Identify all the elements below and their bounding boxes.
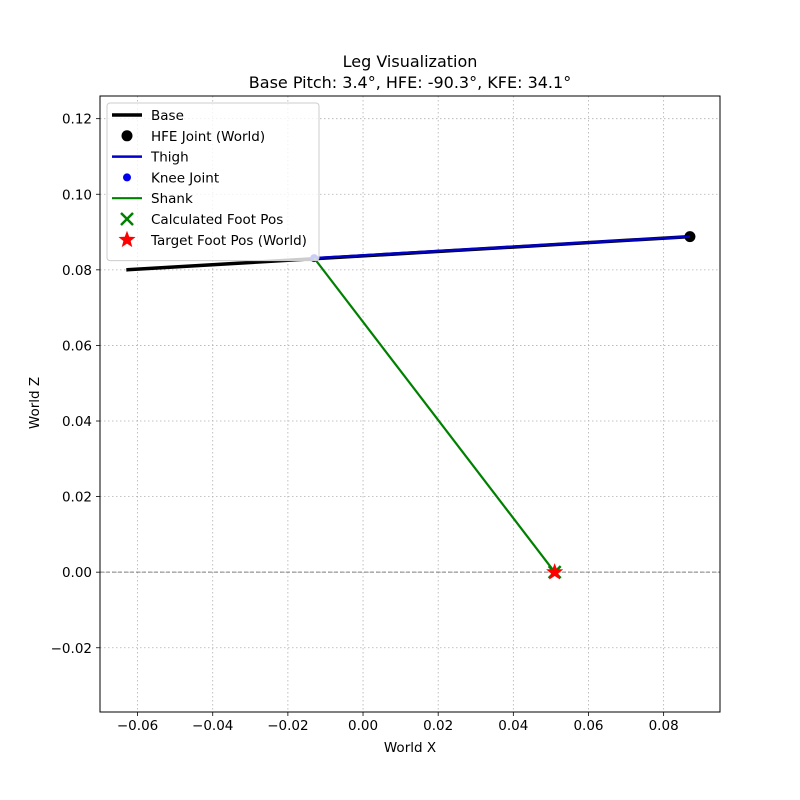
legend-label-calculated-foot-pos: Calculated Foot Pos <box>151 212 283 228</box>
series-layer <box>126 231 696 580</box>
legend-handle-target-foot-pos-world <box>118 230 136 248</box>
y-tick-label: 0.02 <box>62 490 92 506</box>
grid-layer <box>100 96 720 712</box>
y-tick-label: 0.04 <box>62 414 92 430</box>
plot-frame <box>99 95 721 713</box>
target-foot-pos-world-marker <box>546 563 564 580</box>
x-axis-label: World X <box>384 740 436 756</box>
y-axis-label: World Z <box>27 377 43 429</box>
y-tick-label: 0.08 <box>62 263 92 279</box>
shank-line <box>313 257 556 573</box>
legend-label-target-foot-pos-world: Target Foot Pos (World) <box>150 233 307 249</box>
legend-label-hfe-joint-world: HFE Joint (World) <box>151 129 265 145</box>
x-tick-label: −0.02 <box>267 718 308 734</box>
x-tick-label: 0.02 <box>423 718 453 734</box>
x-tick-label: 0.08 <box>649 718 679 734</box>
legend-handle-hfe-joint-world <box>121 130 133 142</box>
y-tick-label: 0.00 <box>62 565 92 581</box>
x-tick-label: −0.06 <box>117 718 158 734</box>
legend-handle-calculated-foot-pos <box>120 212 134 226</box>
x-tick-label: −0.04 <box>192 718 233 734</box>
legend-handle-knee-joint <box>123 173 131 182</box>
legend-label-shank: Shank <box>151 191 193 207</box>
legend-box <box>106 102 320 262</box>
thigh-line <box>314 235 691 260</box>
chart-title-line2: Base Pitch: 3.4°, HFE: -90.3°, KFE: 34.1… <box>249 73 571 92</box>
y-tick-label: 0.06 <box>62 338 92 354</box>
legend-label-thigh: Thigh <box>150 150 189 166</box>
y-tick-label: 0.12 <box>62 112 92 128</box>
chart-title-line1: Leg Visualization <box>343 52 478 71</box>
y-tick-label: −0.02 <box>51 641 92 657</box>
x-tick-label: 0.06 <box>573 718 603 734</box>
legend: Base HFE Joint (World) Thigh Knee Joint Shan… <box>106 102 320 262</box>
y-tick-label: 0.10 <box>62 187 92 203</box>
legend-label-base: Base <box>151 108 184 124</box>
x-tick-label: 0.00 <box>348 718 378 734</box>
tick-layer: −0.06 −0.04 −0.02 0.00 0.02 0.04 0.06 0.08 −0.02… <box>51 112 679 734</box>
x-tick-label: 0.04 <box>498 718 528 734</box>
legend-label-knee-joint: Knee Joint <box>151 170 219 186</box>
